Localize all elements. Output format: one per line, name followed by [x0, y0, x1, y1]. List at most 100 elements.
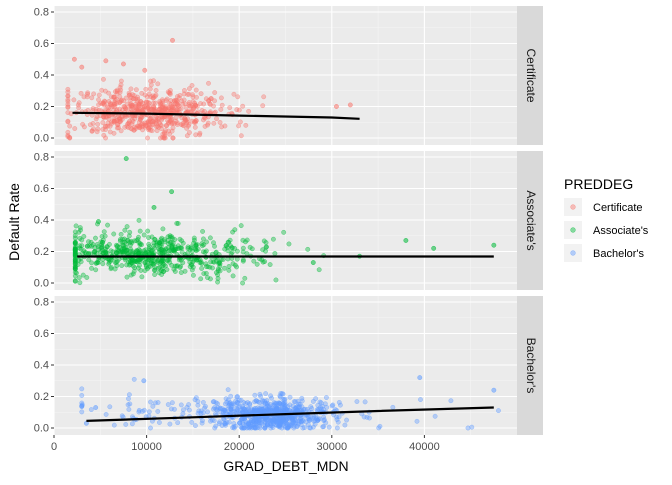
data-point — [81, 124, 87, 130]
data-point — [282, 396, 288, 402]
data-point — [202, 405, 207, 411]
data-point — [210, 406, 216, 412]
data-point — [109, 104, 115, 109]
data-point — [169, 189, 175, 195]
data-point — [141, 251, 147, 257]
data-point — [210, 399, 216, 405]
data-point — [112, 89, 118, 95]
data-point — [169, 248, 175, 254]
data-point — [89, 260, 95, 266]
data-point — [185, 244, 191, 250]
data-point — [227, 237, 233, 243]
data-point — [178, 106, 184, 112]
data-point — [117, 100, 122, 106]
data-point — [261, 238, 267, 244]
data-point — [181, 91, 187, 97]
data-point — [201, 271, 207, 277]
data-point — [222, 123, 228, 129]
y-tick-label: 0.6 — [34, 38, 49, 50]
data-point — [111, 94, 117, 100]
data-point — [280, 402, 285, 408]
data-point — [131, 376, 137, 382]
data-point — [200, 228, 206, 234]
data-point — [100, 127, 106, 132]
y-tick-label: 0.4 — [34, 215, 49, 227]
data-point — [103, 246, 108, 252]
data-point — [148, 78, 154, 84]
data-point — [148, 399, 153, 405]
data-point — [226, 263, 232, 269]
data-point — [153, 117, 159, 122]
data-point — [171, 120, 177, 126]
data-point — [175, 243, 181, 249]
data-point — [111, 422, 117, 428]
data-point — [418, 397, 423, 403]
data-point — [117, 238, 123, 244]
data-points — [72, 156, 497, 286]
data-point — [159, 248, 165, 253]
data-point — [337, 402, 343, 408]
data-point — [311, 414, 317, 420]
data-point — [232, 246, 238, 251]
y-tick-label: 0.2 — [34, 246, 49, 258]
data-point — [142, 92, 148, 98]
data-point — [152, 272, 158, 278]
data-point — [134, 238, 140, 244]
data-point — [126, 392, 132, 398]
data-point — [132, 257, 138, 263]
data-point — [264, 400, 270, 406]
data-point — [118, 128, 124, 134]
data-point — [238, 133, 244, 139]
data-point — [271, 400, 277, 405]
data-point — [95, 126, 101, 132]
data-point — [175, 102, 181, 108]
data-point — [240, 245, 246, 251]
facet-strip-label: Associate's — [524, 190, 538, 250]
data-point — [122, 239, 128, 245]
data-point — [212, 425, 218, 431]
data-point — [108, 264, 114, 270]
data-point — [80, 272, 86, 278]
data-point — [300, 425, 306, 431]
data-point — [190, 259, 196, 265]
legend-label: Associate's — [593, 225, 649, 237]
data-point — [155, 400, 161, 405]
data-point — [72, 235, 78, 241]
data-point — [123, 95, 129, 101]
data-point — [162, 135, 168, 141]
data-point — [211, 240, 216, 246]
data-point — [219, 423, 225, 429]
facet-panel: 0.0 0.2 0.4 0.6 0.8 Bachelor's — [34, 296, 543, 435]
facet-panel: 0.0 0.2 0.4 0.6 0.8 Associate's — [34, 151, 543, 290]
data-point — [136, 217, 142, 223]
data-point — [291, 419, 297, 425]
data-point — [117, 90, 123, 95]
data-point — [86, 257, 92, 263]
data-point — [77, 280, 83, 286]
data-point — [118, 249, 124, 255]
legend-key — [564, 198, 582, 216]
y-axis-title: Default Rate — [6, 183, 22, 261]
data-point — [200, 236, 206, 242]
data-point — [130, 263, 136, 269]
data-point — [239, 416, 245, 422]
data-point — [80, 250, 86, 256]
data-point — [102, 233, 108, 239]
data-point — [153, 87, 159, 93]
data-point — [212, 90, 218, 95]
axes: GRAD_DEBT_MDN Default Rate 0 10000 20000 30… — [6, 183, 440, 474]
data-point — [177, 236, 183, 242]
data-point — [118, 231, 124, 237]
data-point — [222, 265, 227, 271]
data-point — [146, 409, 152, 415]
facet-strip-label: Bachelor's — [524, 338, 538, 394]
data-point — [220, 410, 226, 415]
data-point — [154, 123, 160, 129]
data-point — [137, 103, 143, 109]
data-point — [180, 240, 186, 246]
data-point — [186, 91, 192, 97]
data-point — [265, 422, 271, 428]
data-point — [169, 116, 175, 122]
